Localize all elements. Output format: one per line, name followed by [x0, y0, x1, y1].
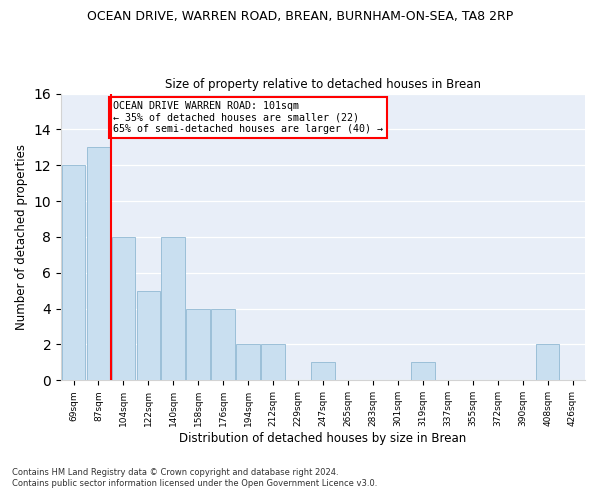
Bar: [86, 148, 110, 380]
Bar: [137, 290, 160, 380]
Bar: [161, 237, 185, 380]
Bar: [211, 308, 235, 380]
Bar: [261, 344, 285, 380]
Bar: [311, 362, 335, 380]
Y-axis label: Number of detached properties: Number of detached properties: [15, 144, 28, 330]
Text: Contains HM Land Registry data © Crown copyright and database right 2024.
Contai: Contains HM Land Registry data © Crown c…: [12, 468, 377, 487]
Text: OCEAN DRIVE, WARREN ROAD, BREAN, BURNHAM-ON-SEA, TA8 2RP: OCEAN DRIVE, WARREN ROAD, BREAN, BURNHAM…: [87, 10, 513, 23]
Bar: [411, 362, 434, 380]
Bar: [112, 237, 135, 380]
Bar: [62, 166, 85, 380]
Bar: [187, 308, 210, 380]
Bar: [236, 344, 260, 380]
Text: OCEAN DRIVE WARREN ROAD: 101sqm
← 35% of detached houses are smaller (22)
65% of: OCEAN DRIVE WARREN ROAD: 101sqm ← 35% of…: [113, 100, 383, 134]
Bar: [536, 344, 559, 380]
X-axis label: Distribution of detached houses by size in Brean: Distribution of detached houses by size …: [179, 432, 467, 445]
Title: Size of property relative to detached houses in Brean: Size of property relative to detached ho…: [165, 78, 481, 91]
